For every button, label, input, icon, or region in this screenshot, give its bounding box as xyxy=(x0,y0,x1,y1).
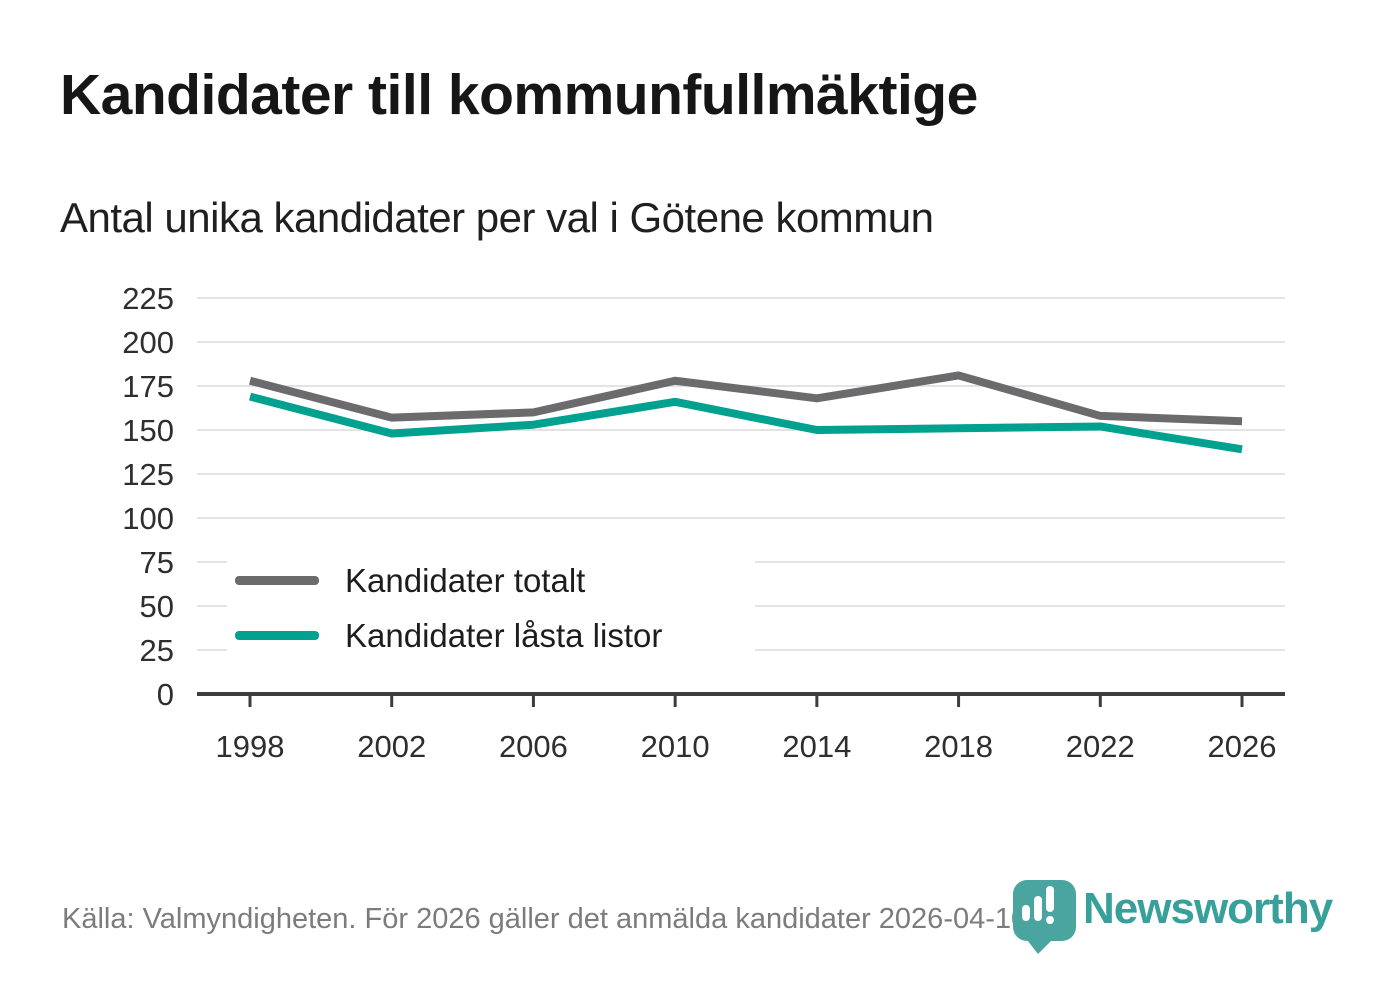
x-tick-label: 1998 xyxy=(216,729,285,764)
x-tick-label: 2022 xyxy=(1066,729,1135,764)
badge-bubble-shape xyxy=(1013,880,1076,941)
series-line-totalt xyxy=(248,371,1243,426)
page-subtitle: Antal unika kandidater per val i Götene … xyxy=(60,194,934,241)
legend-swatch-lasta-listor-icon xyxy=(235,631,319,640)
x-tick-label: 2014 xyxy=(782,729,851,764)
legend-item-lasta-listor: Kandidater låsta listor xyxy=(235,612,747,659)
legend-swatch-totalt-icon xyxy=(235,576,319,585)
chart-legend: Kandidater totalt Kandidater låsta listo… xyxy=(227,549,755,668)
badge-bubble-tail xyxy=(1024,936,1056,954)
x-tick-label: 2026 xyxy=(1208,729,1277,764)
x-tick-label: 2018 xyxy=(924,729,993,764)
newsworthy-badge-icon xyxy=(1013,880,1076,954)
legend-label-totalt: Kandidater totalt xyxy=(345,561,586,599)
newsworthy-wordmark: Newsworthy xyxy=(1083,884,1333,933)
legend-item-totalt: Kandidater totalt xyxy=(235,557,747,604)
series-line-lasta-listor xyxy=(248,392,1243,454)
y-tick-label: 150 xyxy=(122,413,174,448)
legend-label-lasta-listor: Kandidater låsta listor xyxy=(345,616,663,654)
y-tick-label: 125 xyxy=(122,457,174,492)
line-chart: 0 25 50 75 100 125 150 175 200 225 1998 2002 2006 201… xyxy=(122,281,1285,764)
x-tick-label: 2006 xyxy=(499,729,568,764)
page-title: Kandidater till kommunfullmäktige xyxy=(60,63,978,127)
y-tick-label: 75 xyxy=(140,545,174,580)
x-tick-label: 2002 xyxy=(357,729,426,764)
y-tick-label: 200 xyxy=(122,325,174,360)
y-tick-label: 175 xyxy=(122,369,174,404)
y-tick-label: 0 xyxy=(157,677,174,712)
source-note: Källa: Valmyndigheten. För 2026 gäller d… xyxy=(62,903,1036,935)
y-tick-label: 25 xyxy=(140,633,174,668)
y-tick-label: 100 xyxy=(122,501,174,536)
newsworthy-logo[interactable]: Newsworthy xyxy=(1010,876,1340,962)
y-tick-label: 50 xyxy=(140,589,174,624)
y-tick-label: 225 xyxy=(122,281,174,316)
x-tick-label: 2010 xyxy=(641,729,710,764)
bar-chart-icon xyxy=(1022,886,1054,924)
